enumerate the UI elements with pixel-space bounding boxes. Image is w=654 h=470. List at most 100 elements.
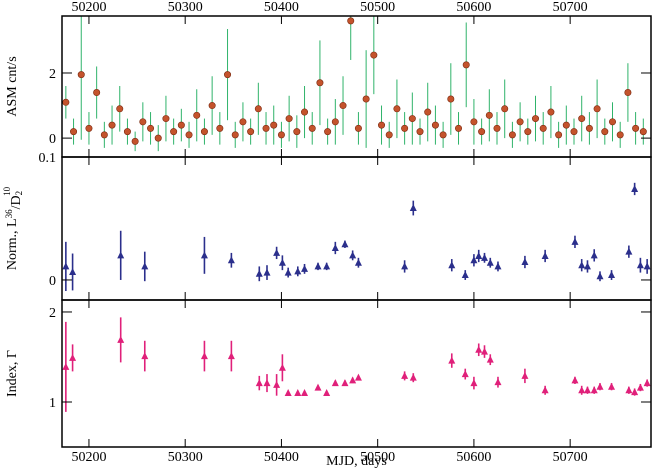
point	[583, 386, 591, 394]
x-tick-label: 50500	[360, 0, 395, 15]
y-axis-label-part: Norm., L	[5, 218, 20, 270]
point	[409, 204, 417, 212]
y-tick-label: 2	[49, 306, 56, 321]
point	[455, 124, 463, 132]
point	[185, 131, 193, 139]
y-axis-label: ASM cnt/s	[5, 56, 20, 116]
point	[354, 373, 362, 381]
point	[639, 128, 647, 136]
point	[200, 128, 208, 136]
point	[590, 386, 598, 394]
point	[461, 271, 469, 279]
point	[323, 262, 331, 270]
point	[323, 388, 331, 396]
point	[408, 115, 416, 123]
x-tick-label: 50600	[456, 450, 491, 465]
point	[643, 379, 651, 387]
point	[470, 256, 478, 264]
point	[486, 355, 494, 363]
y-tick-label: 0	[49, 132, 56, 147]
point	[273, 380, 281, 388]
point	[277, 131, 285, 139]
point	[478, 128, 486, 136]
point	[631, 184, 639, 192]
point	[378, 121, 386, 129]
point	[593, 105, 601, 113]
point	[70, 128, 78, 136]
point	[278, 363, 286, 371]
point	[501, 105, 509, 113]
point	[609, 118, 617, 126]
point	[541, 386, 549, 394]
point	[239, 118, 247, 126]
point	[596, 272, 604, 280]
point	[571, 237, 579, 245]
point	[636, 383, 644, 391]
point	[347, 17, 355, 25]
point	[524, 128, 532, 136]
point	[481, 347, 489, 355]
point	[123, 128, 131, 136]
point	[93, 89, 101, 97]
point	[608, 382, 616, 390]
point	[301, 388, 309, 396]
plot-area	[62, 182, 651, 292]
point	[294, 267, 302, 275]
point	[562, 121, 570, 129]
point	[349, 251, 357, 259]
point	[216, 124, 224, 132]
point	[448, 261, 456, 269]
point	[571, 376, 579, 384]
point	[521, 371, 529, 379]
x-tick-label: 50700	[553, 0, 588, 15]
point	[255, 379, 263, 387]
point	[69, 353, 77, 361]
point	[494, 378, 502, 386]
y-tick-label: 2	[49, 67, 56, 82]
point	[62, 98, 70, 106]
point	[147, 124, 155, 132]
point	[141, 262, 149, 270]
point	[131, 137, 139, 145]
frame	[61, 299, 652, 448]
point	[69, 267, 77, 275]
point	[362, 95, 370, 103]
x-axis-label: MJD, days	[326, 454, 387, 469]
point	[578, 386, 586, 394]
point	[578, 261, 586, 269]
y-tick-label: 0.1	[39, 151, 57, 166]
point	[385, 131, 393, 139]
point	[154, 134, 162, 142]
point	[308, 124, 316, 132]
point	[508, 131, 516, 139]
x-tick-label: 50500	[360, 450, 395, 465]
point	[331, 379, 339, 387]
point	[254, 105, 262, 113]
point	[486, 258, 494, 266]
point	[475, 345, 483, 353]
point	[439, 131, 447, 139]
point	[170, 128, 178, 136]
frame	[61, 156, 652, 301]
point	[578, 115, 586, 123]
point	[301, 264, 309, 272]
point	[521, 258, 529, 266]
point	[485, 111, 493, 119]
y-axis-label-part: /D	[9, 195, 24, 209]
point	[339, 102, 347, 110]
point	[583, 262, 591, 270]
point	[475, 251, 483, 259]
point	[293, 128, 301, 136]
y-axis-label: Norm., L36/D210	[2, 186, 24, 270]
point	[263, 268, 271, 276]
point	[294, 388, 302, 396]
point	[539, 124, 547, 132]
x-tick-label: 50300	[168, 450, 203, 465]
point	[547, 108, 555, 116]
point	[354, 258, 362, 266]
point	[263, 379, 271, 387]
y-axis-label-part: 36	[4, 209, 14, 219]
point	[200, 251, 208, 259]
point	[284, 268, 292, 276]
